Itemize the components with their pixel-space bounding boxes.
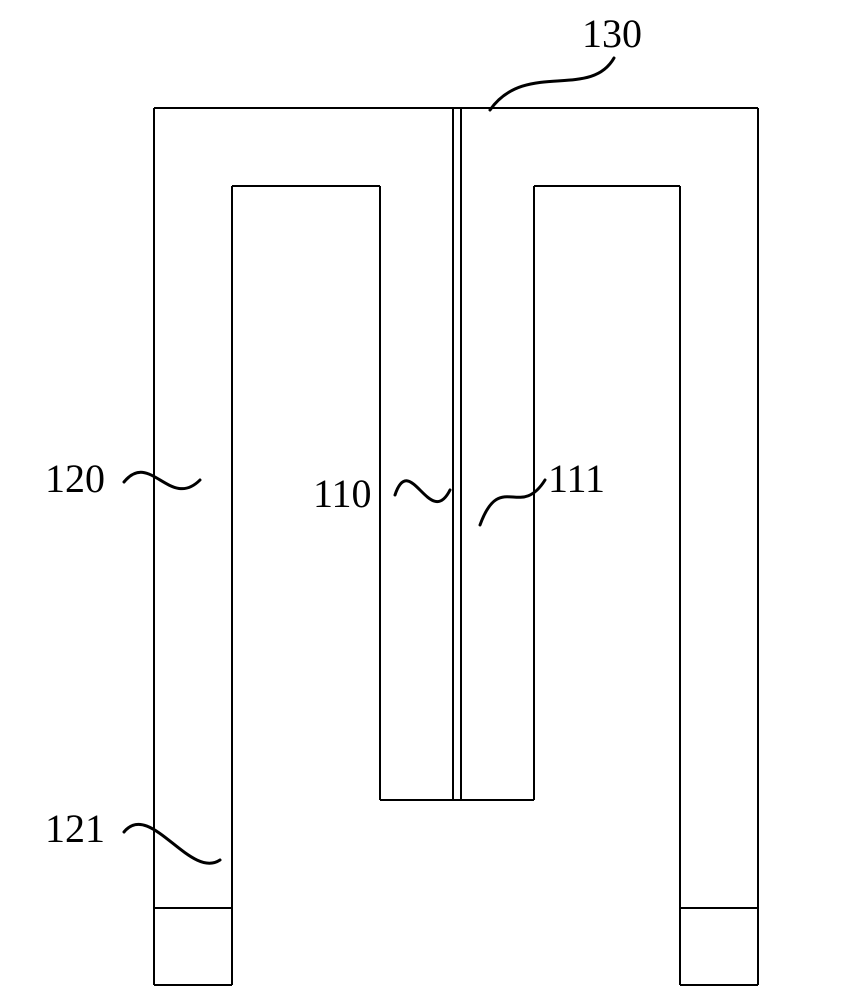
leader-lines xyxy=(124,58,614,863)
diagram-shape xyxy=(154,108,758,985)
label-111: 111 xyxy=(548,455,605,502)
label-120: 120 xyxy=(45,455,105,502)
label-110: 110 xyxy=(313,470,372,517)
label-130: 130 xyxy=(582,10,642,57)
label-121: 121 xyxy=(45,805,105,852)
